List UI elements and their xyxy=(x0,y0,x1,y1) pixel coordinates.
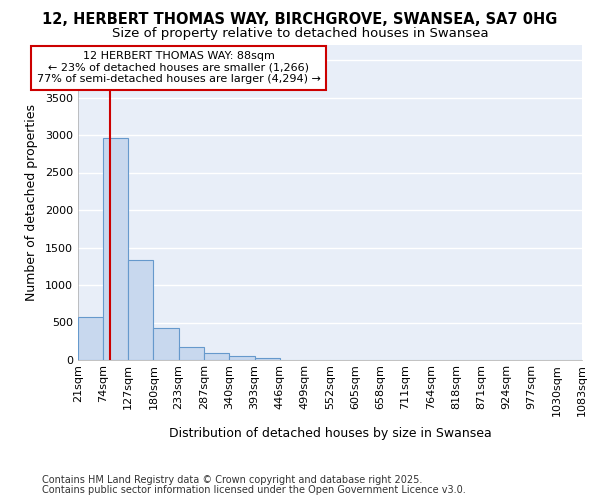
Text: Distribution of detached houses by size in Swansea: Distribution of detached houses by size … xyxy=(169,428,491,440)
Bar xyxy=(204,352,229,360)
Bar xyxy=(179,347,204,360)
Text: 12, HERBERT THOMAS WAY, BIRCHGROVE, SWANSEA, SA7 0HG: 12, HERBERT THOMAS WAY, BIRCHGROVE, SWAN… xyxy=(43,12,557,28)
Text: Size of property relative to detached houses in Swansea: Size of property relative to detached ho… xyxy=(112,28,488,40)
Bar xyxy=(128,260,154,360)
Bar xyxy=(229,356,254,360)
Bar xyxy=(254,358,280,360)
Bar xyxy=(103,138,128,360)
Y-axis label: Number of detached properties: Number of detached properties xyxy=(25,104,38,301)
Text: Contains HM Land Registry data © Crown copyright and database right 2025.: Contains HM Land Registry data © Crown c… xyxy=(42,475,422,485)
Text: 12 HERBERT THOMAS WAY: 88sqm
← 23% of detached houses are smaller (1,266)
77% of: 12 HERBERT THOMAS WAY: 88sqm ← 23% of de… xyxy=(37,52,321,84)
Text: Contains public sector information licensed under the Open Government Licence v3: Contains public sector information licen… xyxy=(42,485,466,495)
Bar xyxy=(154,328,179,360)
Bar xyxy=(78,316,103,360)
